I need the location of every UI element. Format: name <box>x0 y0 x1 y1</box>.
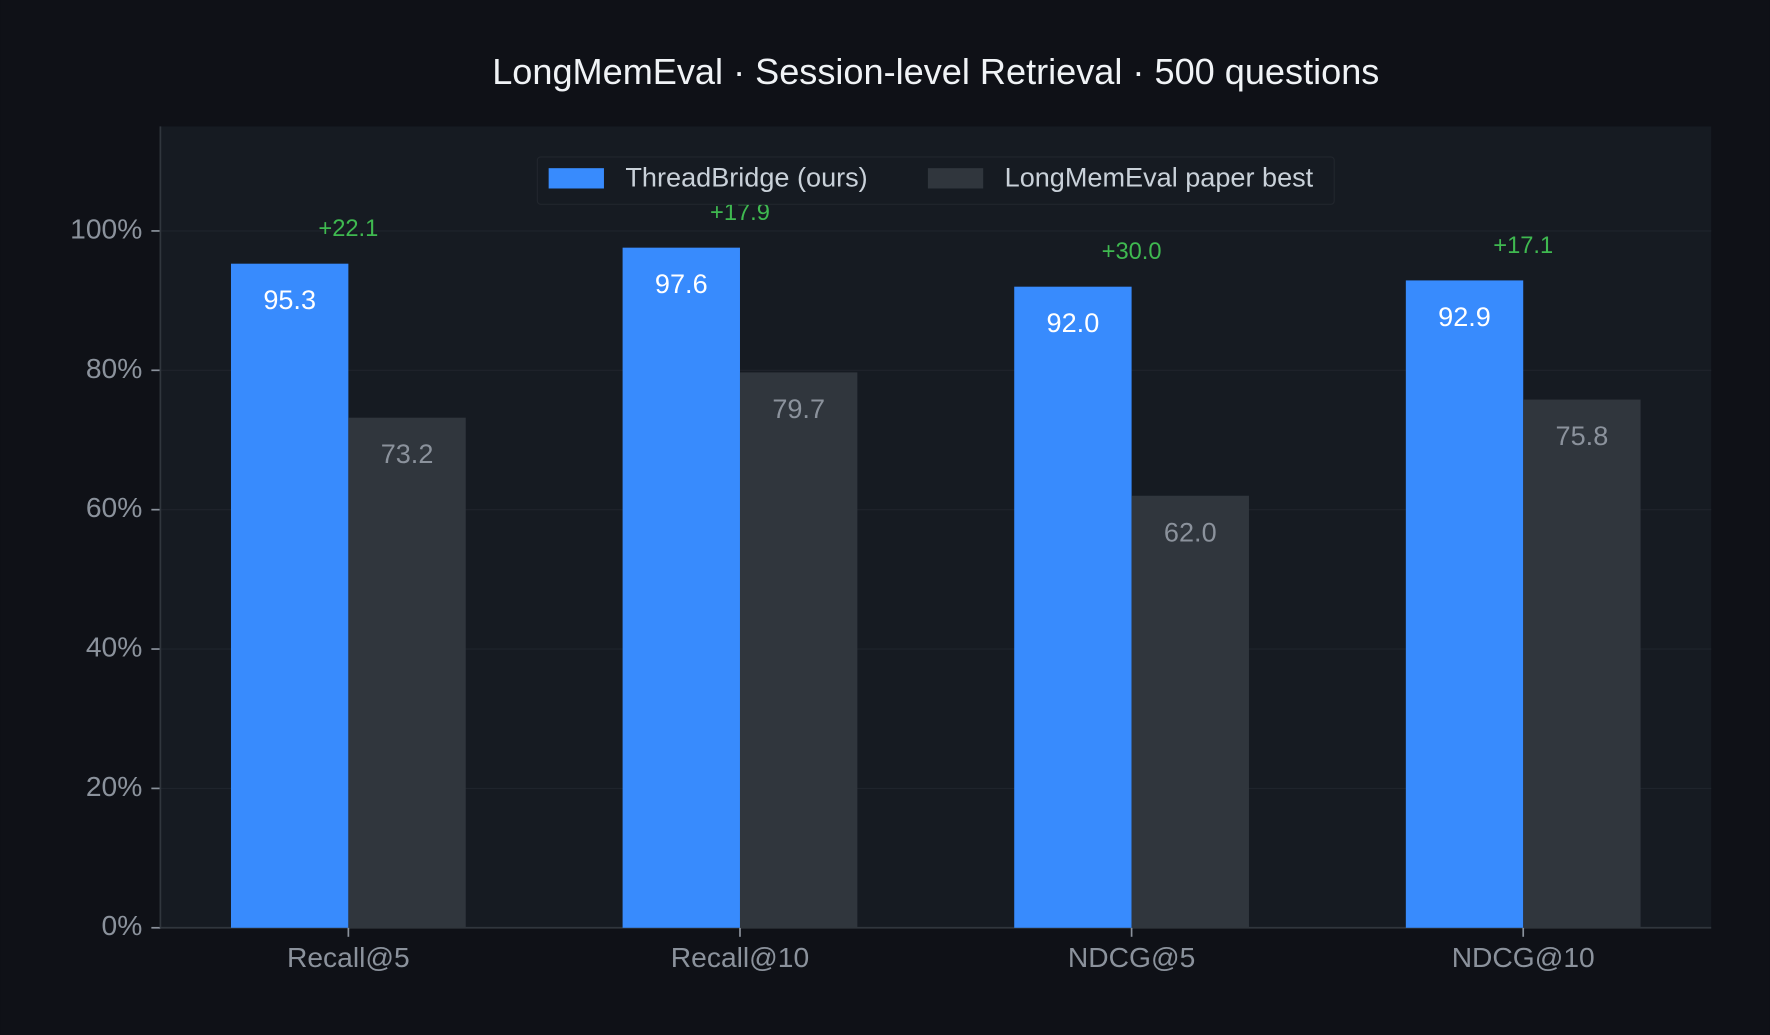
legend-label: ThreadBridge (ours) <box>625 162 867 193</box>
legend-label: LongMemEval paper best <box>1005 162 1314 193</box>
bar <box>739 372 858 928</box>
value-label: 92.0 <box>1047 307 1100 338</box>
delta-annotation: +17.1 <box>1493 233 1553 259</box>
x-tick-label: NDCG@5 <box>1068 941 1195 973</box>
bar <box>1523 399 1641 928</box>
x-tick-label: NDCG@10 <box>1452 941 1595 973</box>
legend-swatch <box>927 168 984 189</box>
legend-swatch <box>548 168 604 189</box>
bar <box>622 247 740 928</box>
bar <box>1405 280 1524 928</box>
value-label: 97.6 <box>655 268 708 299</box>
delta-annotation: +22.1 <box>318 216 378 242</box>
y-tick-label: 100% <box>70 212 142 244</box>
value-label: 79.7 <box>772 393 825 424</box>
bar <box>348 417 466 928</box>
y-tick-label: 80% <box>86 352 142 384</box>
value-label: 62.0 <box>1164 516 1217 547</box>
value-label: 75.8 <box>1556 420 1609 451</box>
value-label: 92.9 <box>1438 301 1491 332</box>
y-tick-label: 40% <box>86 630 142 662</box>
x-tick-label: Recall@10 <box>671 941 809 973</box>
x-tick-label: Recall@5 <box>287 941 410 973</box>
chart-title: LongMemEval · Session-level Retrieval · … <box>492 51 1379 92</box>
value-label: 95.3 <box>263 284 316 315</box>
bar <box>1131 495 1249 928</box>
bar <box>1014 286 1132 928</box>
value-label: 73.2 <box>381 438 434 469</box>
delta-annotation: +30.0 <box>1102 239 1162 265</box>
y-tick-label: 20% <box>86 770 142 802</box>
y-tick-label: 60% <box>86 491 142 523</box>
bar <box>230 263 349 928</box>
y-tick-label: 0% <box>102 909 143 941</box>
